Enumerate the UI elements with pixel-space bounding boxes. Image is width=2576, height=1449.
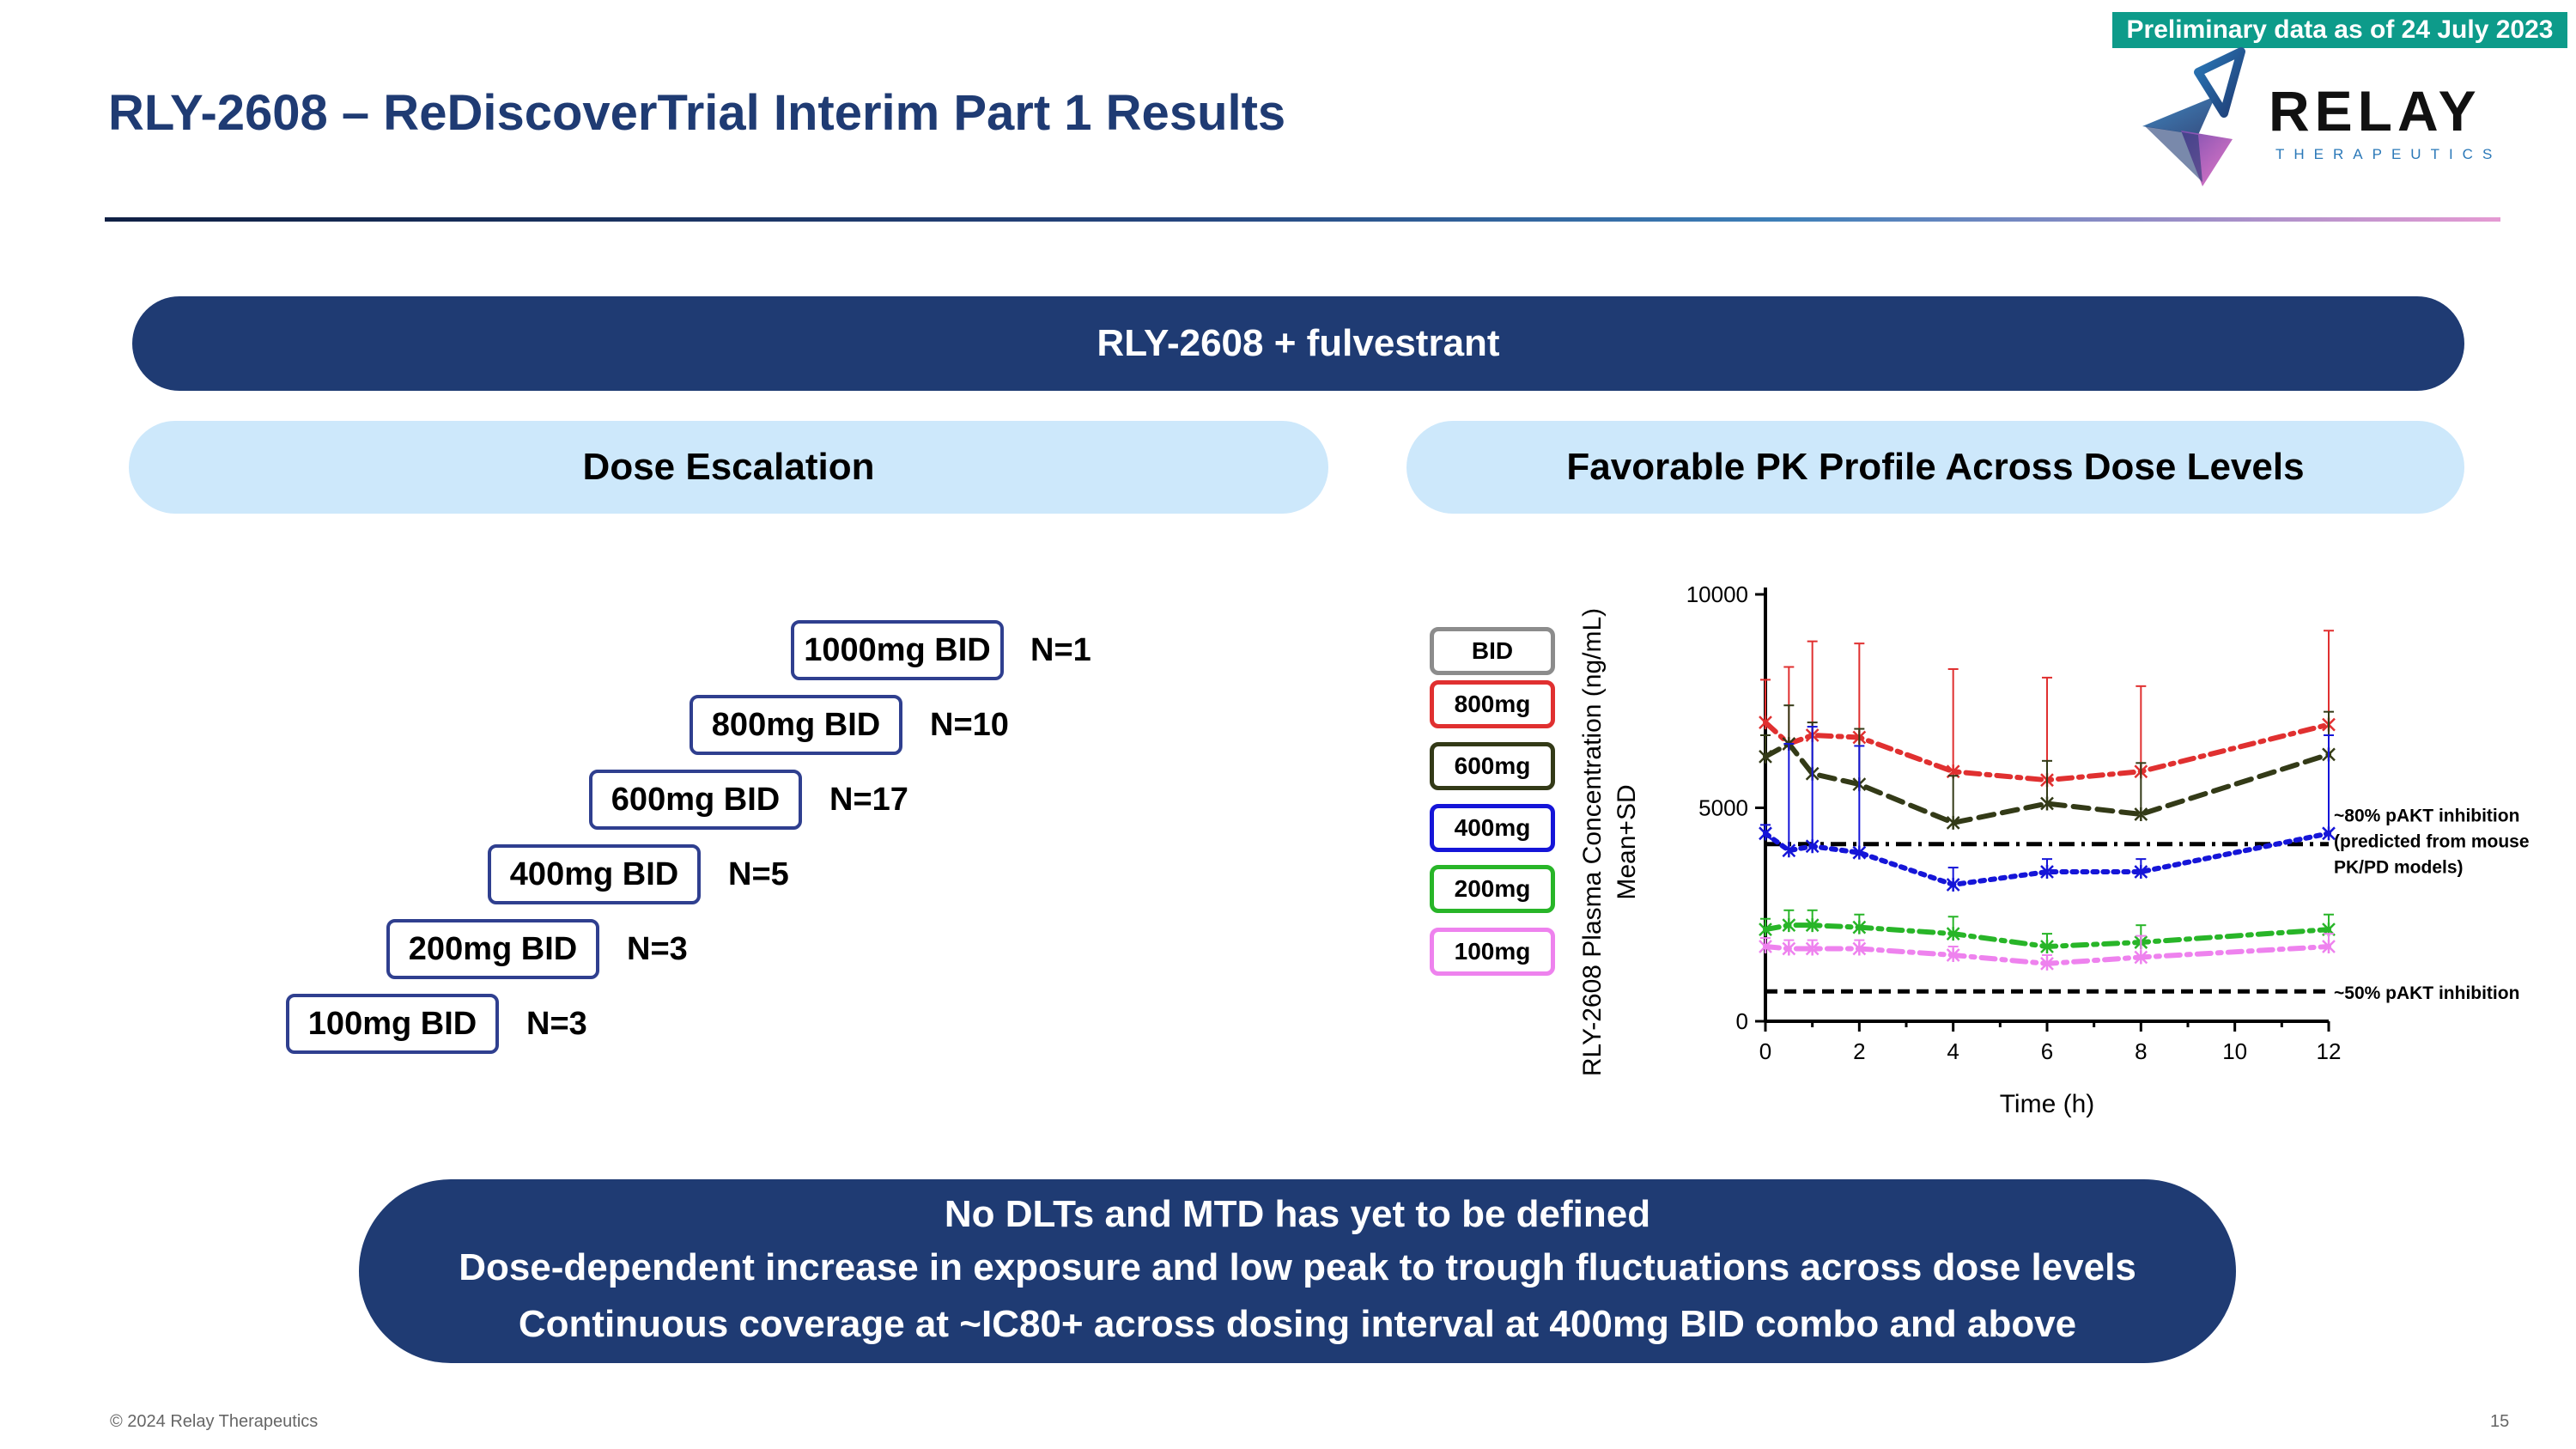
reference-line-label: ~50% pAKT inhibition: [2334, 983, 2519, 1003]
legend-100mg: 100mg: [1430, 928, 1555, 976]
data-point: [1782, 843, 1796, 858]
data-point: [2134, 865, 2148, 880]
relay-logo-text: RELAY: [2269, 79, 2482, 143]
relay-logo: RELAY THERAPEUTICS: [2142, 47, 2501, 186]
pk-profile-heading: Favorable PK Profile Across Dose Levels: [1406, 421, 2464, 514]
dose-n-800mg: N=10: [930, 707, 1009, 743]
data-point: [2040, 796, 2054, 811]
relay-logo-mark-icon: [2142, 47, 2245, 186]
legend-800mg: 800mg: [1430, 680, 1555, 728]
data-point: [2040, 956, 2054, 971]
pk-chart: 0 2 4 6 8 10 12 0 5000 10000 Time (h) RLY-2608 Pla…: [1578, 581, 2530, 1118]
data-point: [1852, 941, 1867, 956]
data-point: [1946, 927, 1960, 941]
dose-box-1000mg: 1000mg BID: [791, 620, 1004, 680]
dose-box-800mg: 800mg BID: [690, 695, 902, 755]
series-line: [1763, 720, 2331, 783]
data-point: [1805, 839, 1820, 854]
copyright: © 2024 Relay Therapeutics: [110, 1412, 319, 1431]
data-point: [1852, 920, 1867, 935]
dose-n-100mg: N=3: [526, 1006, 587, 1042]
series-line: [1763, 922, 2331, 950]
data-point: [1759, 715, 1772, 730]
data-point: [2322, 826, 2336, 841]
series-400mg: [1759, 726, 2336, 892]
y-axis-label-2: Mean+SD: [1613, 784, 1641, 899]
data-point: [1759, 922, 1772, 937]
legend-400mg: 400mg: [1430, 804, 1555, 852]
takeaway-line-2: Dose-dependent increase in exposure and …: [459, 1246, 2136, 1288]
y-tick-label: 5000: [1698, 795, 1748, 821]
data-point: [2040, 865, 2054, 880]
dose-n-400mg: N=5: [728, 856, 789, 892]
data-point: [1759, 749, 1772, 764]
takeaway-line-3: Continuous coverage at ~IC80+ across dos…: [518, 1303, 2077, 1345]
data-point: [2322, 940, 2336, 954]
data-point: [1852, 845, 1867, 860]
series-600mg: [1759, 704, 2336, 830]
dose-n-600mg: N=17: [829, 782, 908, 818]
y-axis-label: RLY-2608 Plasma Concentration (ng/mL): [1578, 608, 1607, 1076]
series-100mg: [1759, 933, 2336, 971]
reference-line-label: PK/PD models): [2334, 858, 2464, 878]
x-tick-label: 10: [2222, 1038, 2247, 1064]
reference-line-label: ~80% pAKT inhibition: [2334, 807, 2519, 826]
x-tick-label: 6: [2041, 1038, 2053, 1064]
data-point: [1946, 877, 1960, 892]
x-tick-label: 8: [2135, 1038, 2147, 1064]
data-point: [2134, 807, 2148, 821]
dose-box-100mg: 100mg BID: [286, 994, 499, 1054]
key-takeaways-box: No DLTs and MTD has yet to be defined Do…: [359, 1179, 2236, 1363]
x-tick-label: 0: [1759, 1038, 1771, 1064]
y-tick-label: 10000: [1686, 581, 1748, 607]
legend-bid: BID: [1430, 627, 1555, 675]
page-number: 15: [2490, 1412, 2510, 1431]
data-point: [1946, 815, 1960, 830]
data-point: [1805, 918, 1820, 933]
series-200mg: [1759, 909, 2336, 954]
x-axis-label: Time (h): [2000, 1090, 2095, 1118]
page-title: RLY-2608 – ReDiscoverTrial Interim Part …: [108, 85, 1286, 141]
dose-box-600mg: 600mg BID: [589, 770, 802, 830]
series-line: [1763, 831, 2331, 888]
series-line: [1763, 944, 2331, 966]
preliminary-data-badge: Preliminary data as of 24 July 2023: [2112, 12, 2567, 48]
dose-box-400mg: 400mg BID: [488, 844, 701, 904]
legend-600mg: 600mg: [1430, 742, 1555, 790]
dose-n-1000mg: N=1: [1030, 632, 1091, 668]
data-point: [1782, 918, 1796, 933]
takeaway-line-1: No DLTs and MTD has yet to be defined: [944, 1193, 1651, 1235]
relay-logo-subtext: THERAPEUTICS: [2275, 146, 2501, 162]
x-tick-label: 4: [1947, 1038, 1959, 1064]
regimen-banner: RLY-2608 + fulvestrant: [132, 296, 2464, 391]
data-point: [1805, 941, 1820, 956]
dose-escalation-heading: Dose Escalation: [129, 421, 1328, 514]
dose-box-200mg: 200mg BID: [386, 919, 599, 979]
data-point: [1759, 826, 1772, 841]
header-divider: [105, 217, 2500, 222]
data-point: [1946, 947, 1960, 962]
data-point: [2040, 940, 2054, 954]
x-tick-label: 12: [2317, 1038, 2342, 1064]
x-tick-label: 2: [1853, 1038, 1865, 1064]
data-point: [2134, 950, 2148, 965]
dose-n-200mg: N=3: [627, 931, 688, 967]
data-point: [1782, 941, 1796, 956]
reference-line-label: (predicted from mouse: [2334, 832, 2530, 852]
legend-200mg: 200mg: [1430, 865, 1555, 913]
y-tick-label: 0: [1736, 1008, 1748, 1034]
data-point: [1759, 940, 1772, 954]
